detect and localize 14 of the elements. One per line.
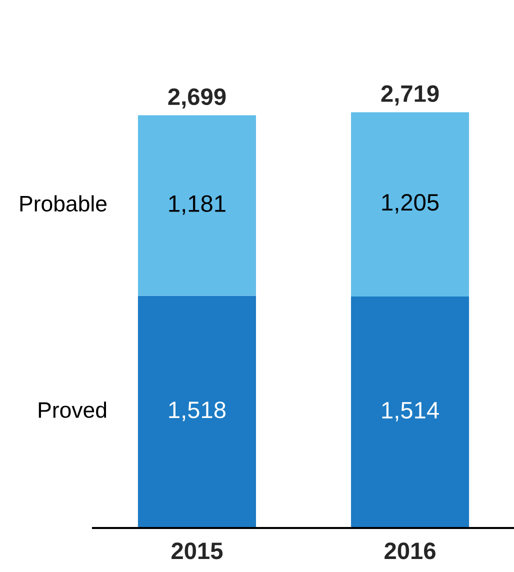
- data-label: 1,518: [169, 402, 226, 422]
- data-label: 1,514: [382, 402, 439, 422]
- data-label: 1,205: [382, 194, 439, 214]
- series-label: Probable: [20, 195, 107, 212]
- series-label: Proved: [38, 402, 106, 418]
- bar: [138, 296, 256, 528]
- total-label: 2,699: [168, 88, 226, 109]
- data-label: 1,181: [169, 195, 226, 215]
- bar: [351, 112, 470, 296]
- bar: [138, 115, 256, 296]
- x-tick-label: 2016: [384, 542, 436, 560]
- bar: [351, 296, 470, 528]
- x-tick-label: 2015: [172, 542, 223, 560]
- total-label: 2,719: [381, 85, 439, 106]
